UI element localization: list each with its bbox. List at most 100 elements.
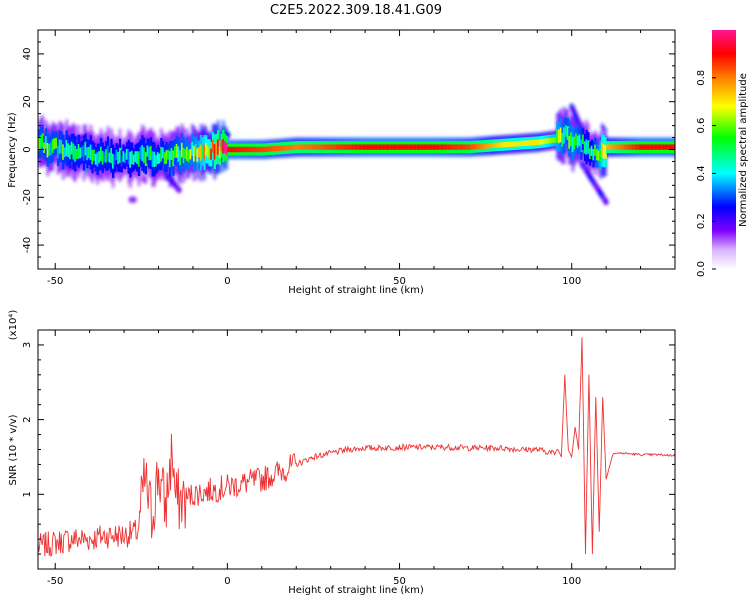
- heatmap-cell: [471, 144, 475, 150]
- heatmap-cell: [452, 144, 456, 150]
- heatmap-cell: [160, 146, 163, 162]
- heatmap-cell: [573, 136, 576, 150]
- heatmap-cell: [461, 144, 464, 150]
- heatmap-cell: [523, 140, 526, 146]
- heatmap-cell: [380, 144, 383, 150]
- heatmap-cell: [492, 142, 495, 149]
- heatmap-cell: [669, 144, 673, 150]
- heatmap-cell: [504, 141, 507, 148]
- heatmap-cell: [275, 145, 278, 152]
- snr-ylabel: SNR (10 * v/v): [8, 414, 19, 485]
- heatmap-cell: [325, 144, 328, 150]
- heatmap-cell: [297, 144, 301, 150]
- spectrogram-core: [38, 117, 675, 178]
- heatmap-cell: [396, 144, 399, 150]
- heatmap-cell: [246, 146, 249, 153]
- heatmap-cell: [485, 143, 488, 149]
- heatmap-cell: [122, 151, 125, 162]
- heatmap-cell: [206, 145, 210, 157]
- heatmap-cell: [146, 145, 149, 157]
- heatmap-cell: [143, 147, 146, 164]
- heatmap-cell: [377, 144, 380, 150]
- heatmap-cell: [115, 149, 118, 161]
- heatmap-cell: [182, 147, 185, 164]
- heatmap-cell: [53, 138, 56, 150]
- heatmap-cell: [495, 142, 499, 148]
- heatmap-cell: [526, 140, 530, 146]
- heatmap-cell: [659, 144, 662, 150]
- heatmap-cell: [301, 144, 304, 150]
- heatmap-cell: [511, 141, 514, 147]
- heatmap-cell: [346, 144, 349, 150]
- heatmap-cell: [349, 144, 352, 150]
- heatmap-cell: [192, 145, 196, 162]
- heatmap-cell: [473, 144, 476, 150]
- heatmap-cell: [130, 150, 134, 165]
- heatmap-cell: [365, 144, 368, 150]
- heatmap-cell: [394, 144, 397, 150]
- heatmap-cell: [330, 144, 333, 150]
- heatmap-cell: [552, 137, 556, 143]
- heatmap-cell: [77, 143, 80, 159]
- x-tick-label: 100: [562, 276, 581, 287]
- heatmap-cell: [184, 148, 187, 159]
- heatmap-cell: [440, 144, 444, 150]
- heatmap-cell: [594, 144, 597, 156]
- heatmap-cell: [392, 144, 395, 150]
- heatmap-cell: [590, 145, 593, 156]
- heatmap-cell: [191, 141, 194, 156]
- heatmap-cell: [106, 145, 110, 162]
- heatmap-cell: [280, 145, 284, 151]
- heatmap-cell: [318, 144, 321, 150]
- heatmap-cell: [483, 143, 487, 149]
- heatmap-cell: [48, 143, 51, 156]
- heatmap-cell: [447, 144, 451, 150]
- heatmap-cell: [155, 154, 158, 167]
- heatmap-cell: [249, 146, 253, 153]
- heatmap-cell: [449, 144, 452, 150]
- heatmap-cell: [223, 140, 227, 154]
- heatmap-cell: [38, 137, 41, 151]
- heatmap-cell: [110, 148, 113, 164]
- heatmap-cell: [490, 142, 494, 149]
- heatmap-cell: [402, 144, 406, 150]
- heatmap-cell: [508, 141, 511, 148]
- heatmap-cell: [120, 156, 123, 167]
- heatmap-cell: [41, 133, 44, 148]
- heatmap-cell: [635, 144, 638, 150]
- heatmap-cell: [303, 144, 306, 150]
- heatmap-cell: [564, 125, 568, 137]
- heatmap-cell: [356, 144, 359, 150]
- heatmap-cell: [557, 129, 561, 144]
- y-tick-label: 3: [22, 342, 33, 348]
- heatmap-cell: [599, 148, 602, 162]
- heatmap-cell: [261, 146, 265, 153]
- x-tick-label: 100: [562, 576, 581, 587]
- heatmap-cell: [82, 144, 86, 161]
- heatmap-cell: [292, 144, 296, 151]
- heatmap-cell: [272, 146, 275, 152]
- heatmap-cell: [423, 144, 426, 150]
- heatmap-cell: [478, 143, 482, 150]
- heatmap-cell: [232, 146, 235, 153]
- heatmap-cell: [442, 144, 445, 150]
- heatmap-cell: [172, 150, 175, 167]
- heatmap-cell: [62, 144, 65, 160]
- heatmap-cell: [89, 144, 92, 160]
- x-tick-label: 50: [393, 576, 406, 587]
- heatmap-cell: [418, 144, 421, 150]
- heatmap-cell: [220, 140, 223, 151]
- heatmap-cell: [535, 139, 538, 146]
- heatmap-cell: [421, 144, 425, 150]
- heatmap-cell: [542, 138, 545, 145]
- heatmap-cell: [537, 139, 540, 146]
- heatmap-cell: [566, 126, 569, 140]
- heatmap-cell: [258, 146, 261, 153]
- heatmap-speckle: [205, 166, 212, 171]
- colorbar-gradient: [712, 30, 736, 269]
- heatmap-cell: [671, 144, 674, 150]
- heatmap-cell: [163, 152, 166, 165]
- heatmap-cell: [291, 144, 294, 151]
- heatmap-cell: [248, 146, 251, 153]
- heatmap-cell: [241, 146, 244, 153]
